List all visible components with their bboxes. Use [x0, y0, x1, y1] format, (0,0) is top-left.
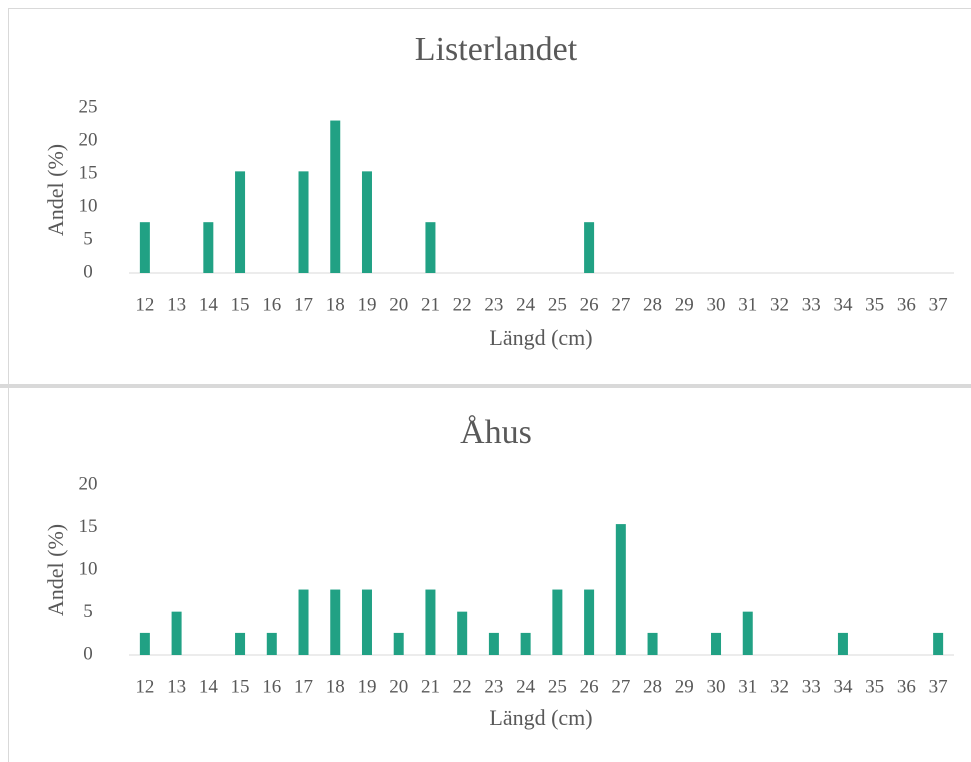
x-tick-label: 25 — [548, 676, 567, 697]
x-tick-label: 17 — [294, 294, 313, 315]
bar — [203, 222, 214, 273]
x-tick-label: 18 — [326, 294, 345, 315]
x-tick-label: 36 — [897, 294, 916, 315]
bar — [235, 171, 246, 273]
x-tick-label: 20 — [389, 676, 408, 697]
bar — [171, 611, 182, 655]
x-tick-label: 15 — [231, 676, 250, 697]
bar — [425, 222, 436, 273]
x-tick-label: 25 — [548, 294, 567, 315]
x-tick-label: 27 — [611, 294, 630, 315]
x-axis-label: Längd (cm) — [489, 705, 592, 730]
bar — [552, 589, 563, 655]
y-tick-label: 0 — [83, 261, 93, 282]
x-tick-label: 22 — [453, 676, 472, 697]
x-tick-label: 15 — [231, 294, 250, 315]
x-tick-label: 35 — [865, 294, 884, 315]
x-tick-label: 16 — [262, 294, 281, 315]
bar — [330, 120, 341, 273]
x-tick-label: 21 — [421, 294, 440, 315]
x-tick-label: 23 — [484, 294, 503, 315]
x-tick-label: 19 — [357, 294, 376, 315]
x-tick-label: 12 — [135, 294, 154, 315]
x-tick-label: 28 — [643, 676, 662, 697]
x-tick-label: 26 — [580, 294, 599, 315]
x-tick-label: 34 — [833, 294, 853, 315]
y-tick-label: 15 — [79, 162, 98, 183]
x-tick-label: 36 — [897, 676, 916, 697]
bar — [742, 611, 753, 655]
x-tick-label: 27 — [611, 676, 630, 697]
y-tick-label: 25 — [79, 96, 98, 117]
bar — [647, 632, 658, 655]
bar — [488, 632, 499, 655]
bar — [457, 611, 468, 655]
x-tick-label: 17 — [294, 676, 313, 697]
x-tick-label: 37 — [929, 294, 948, 315]
bar — [615, 524, 626, 655]
chart-title: Åhus — [460, 414, 532, 451]
x-tick-label: 29 — [675, 676, 694, 697]
bar — [837, 632, 848, 655]
x-tick-label: 14 — [199, 676, 219, 697]
x-tick-label: 16 — [262, 676, 281, 697]
bar — [520, 632, 531, 655]
x-tick-label: 37 — [929, 676, 948, 697]
y-tick-label: 20 — [79, 473, 98, 494]
x-tick-label: 32 — [770, 294, 789, 315]
x-tick-label: 14 — [199, 294, 219, 315]
x-tick-label: 28 — [643, 294, 662, 315]
bar — [330, 589, 341, 655]
x-tick-label: 32 — [770, 676, 789, 697]
x-tick-label: 12 — [135, 676, 154, 697]
x-tick-label: 23 — [484, 676, 503, 697]
y-tick-label: 20 — [79, 129, 98, 150]
bar — [425, 589, 436, 655]
bar — [361, 589, 372, 655]
y-tick-label: 0 — [83, 643, 93, 664]
x-tick-label: 31 — [738, 294, 757, 315]
x-tick-label: 34 — [833, 676, 853, 697]
y-tick-label: 10 — [79, 558, 98, 579]
y-tick-label: 15 — [79, 516, 98, 537]
x-tick-label: 21 — [421, 676, 440, 697]
y-tick-label: 10 — [79, 195, 98, 216]
x-tick-label: 35 — [865, 676, 884, 697]
x-tick-label: 33 — [802, 294, 821, 315]
x-tick-label: 30 — [707, 676, 726, 697]
chart-title: Listerlandet — [415, 31, 578, 68]
bar — [584, 589, 595, 655]
x-tick-label: 20 — [389, 294, 408, 315]
x-tick-label: 26 — [580, 676, 599, 697]
y-tick-label: 5 — [83, 228, 93, 249]
bar — [139, 222, 150, 273]
bar — [298, 589, 309, 655]
x-tick-label: 13 — [167, 294, 186, 315]
bar — [235, 632, 246, 655]
bar — [711, 632, 722, 655]
x-axis-label: Längd (cm) — [489, 325, 592, 350]
y-axis-label: Andel (%) — [43, 524, 68, 616]
y-axis-label: Andel (%) — [43, 144, 68, 236]
bar — [298, 171, 309, 273]
bar — [266, 632, 277, 655]
bar — [361, 171, 372, 273]
x-tick-label: 13 — [167, 676, 186, 697]
x-tick-label: 19 — [357, 676, 376, 697]
x-tick-label: 18 — [326, 676, 345, 697]
x-tick-label: 29 — [675, 294, 694, 315]
bar — [933, 632, 944, 655]
y-tick-label: 5 — [83, 601, 93, 622]
x-tick-label: 24 — [516, 676, 536, 697]
x-tick-label: 30 — [707, 294, 726, 315]
x-tick-label: 24 — [516, 294, 536, 315]
x-tick-label: 22 — [453, 294, 472, 315]
bar — [393, 632, 404, 655]
bar — [139, 632, 150, 655]
bar — [584, 222, 595, 273]
x-tick-label: 33 — [802, 676, 821, 697]
x-tick-label: 31 — [738, 676, 757, 697]
